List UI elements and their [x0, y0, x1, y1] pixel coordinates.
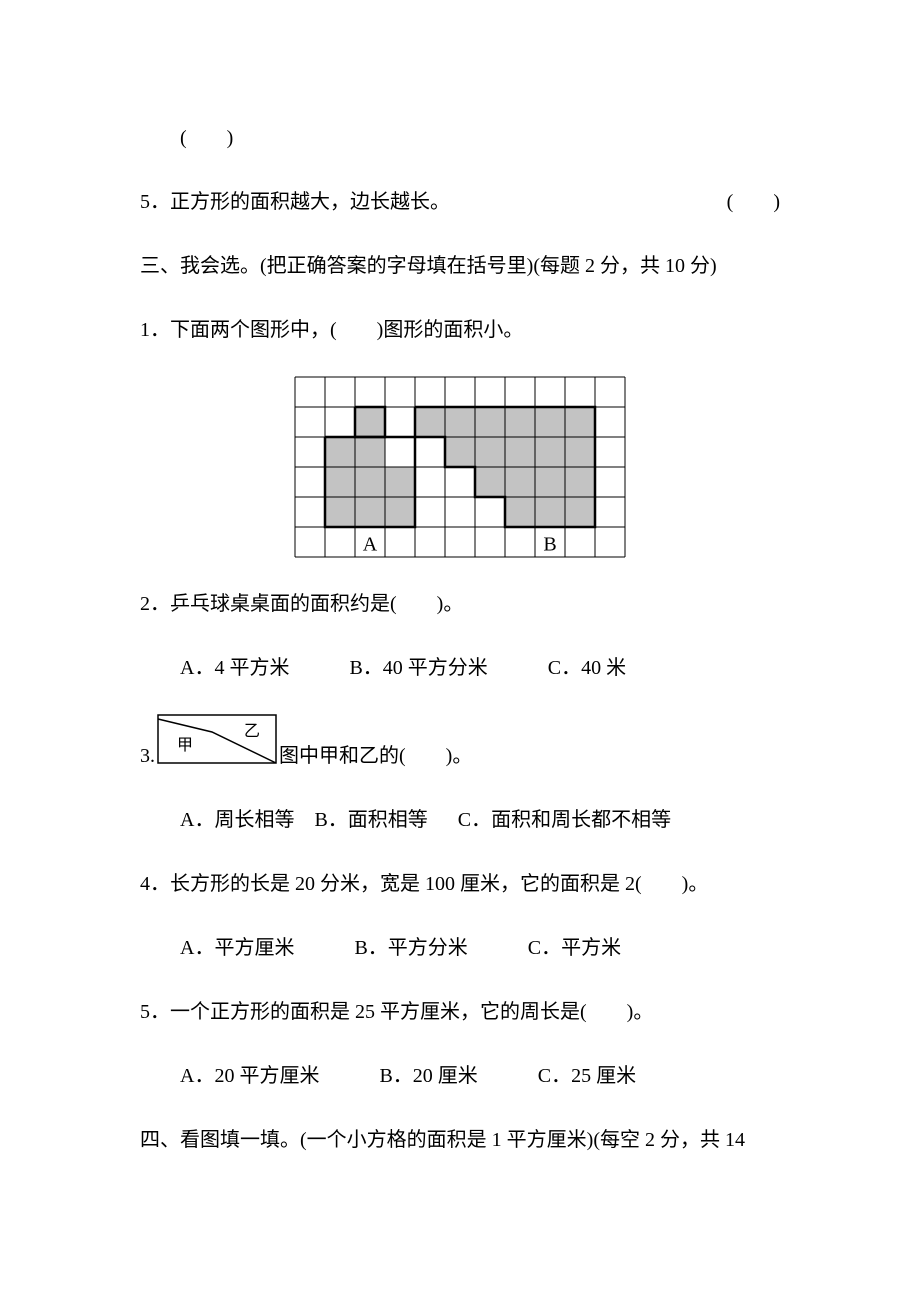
s3q4-options: A．平方厘米 B．平方分米 C．平方米 — [140, 930, 780, 966]
prev-blank-paren: ( ) — [140, 120, 780, 156]
s3q1-figure: AB — [140, 376, 780, 558]
grid-svg: AB — [294, 376, 626, 558]
s3q2-opt-b: B．40 平方分米 — [349, 650, 487, 686]
s3q5-opt-b: B．20 厘米 — [379, 1058, 477, 1094]
s3q5-options: A．20 平方厘米 B．20 厘米 C．25 厘米 — [140, 1058, 780, 1094]
s3q2-options: A．4 平方米 B．40 平方分米 C．40 米 — [140, 650, 780, 686]
prev-q5-paren: ( ) — [727, 184, 780, 220]
prev-q5-text: 5．正方形的面积越大，边长越长。 — [140, 191, 450, 213]
prev-q5-line: 5．正方形的面积越大，边长越长。 ( ) — [140, 184, 780, 220]
s3q3-options: A．周长相等 B．面积相等 C．面积和周长都不相等 — [140, 802, 780, 838]
s3q4-opt-a: A．平方厘米 — [180, 930, 294, 966]
svg-text:A: A — [363, 533, 378, 555]
s3q4-opt-c: C．平方米 — [528, 930, 621, 966]
section3-title: 三、我会选。(把正确答案的字母填在括号里)(每题 2 分，共 10 分) — [140, 248, 780, 284]
s3q3-row: 3. 甲乙 图中甲和乙的( )。 — [140, 714, 780, 774]
s3q2-text: 2．乒乓球桌桌面的面积约是( )。 — [140, 586, 780, 622]
s3q5-opt-c: C．25 厘米 — [538, 1058, 636, 1094]
svg-text:B: B — [543, 533, 556, 555]
s3q1-text: 1．下面两个图形中，( )图形的面积小。 — [140, 312, 780, 348]
s3q4-text: 4．长方形的长是 20 分米，宽是 100 厘米，它的面积是 2( )。 — [140, 866, 780, 902]
s3q3-opt-c: C．面积和周长都不相等 — [458, 809, 671, 831]
svg-text:甲: 甲 — [177, 737, 193, 754]
s3q5-opt-a: A．20 平方厘米 — [180, 1058, 319, 1094]
section4-title: 四、看图填一填。(一个小方格的面积是 1 平方厘米)(每空 2 分，共 14 — [140, 1122, 780, 1158]
s3q3-opt-b: B．面积相等 — [314, 809, 427, 831]
s3q3-opt-a: A．周长相等 — [180, 809, 294, 831]
s3q3-inline-figure: 甲乙 — [157, 714, 277, 770]
s3q5-text: 5．一个正方形的面积是 25 平方厘米，它的周长是( )。 — [140, 994, 780, 1030]
page: ( ) 5．正方形的面积越大，边长越长。 ( ) 三、我会选。(把正确答案的字母… — [0, 0, 920, 1302]
s3q2-opt-a: A．4 平方米 — [180, 650, 289, 686]
svg-text:乙: 乙 — [244, 723, 260, 740]
s3q3-post: 图中甲和乙的( )。 — [279, 738, 472, 774]
s3q4-opt-b: B．平方分米 — [354, 930, 467, 966]
s3q3-pre: 3. — [140, 738, 155, 774]
s3q2-opt-c: C．40 米 — [548, 650, 626, 686]
